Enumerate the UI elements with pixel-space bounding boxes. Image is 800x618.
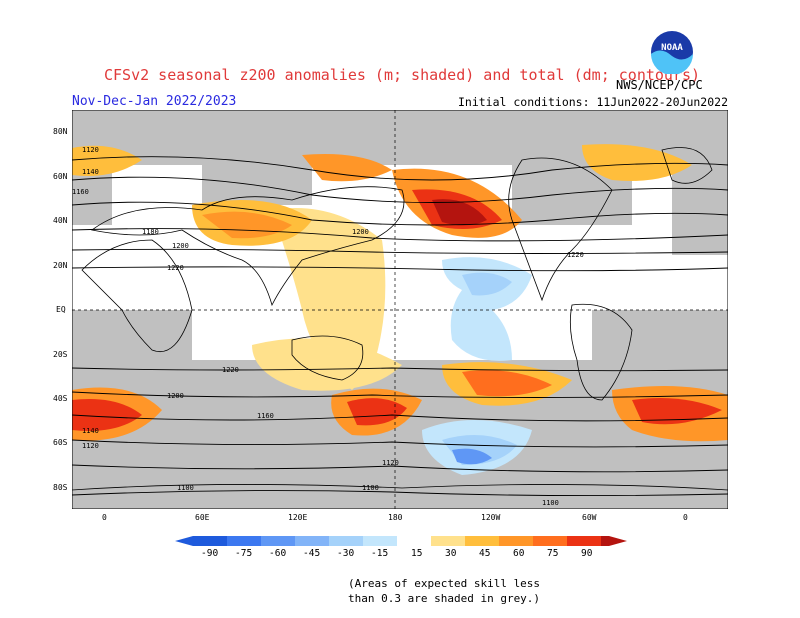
colorbar-label: 60 (513, 548, 525, 559)
z200-anomaly-map: 1120 1140 1160 1180 1200 1220 1200 1220 … (72, 110, 728, 509)
contour-label-1120c: 1120 (82, 442, 99, 450)
contour-label-1200b: 1200 (352, 228, 369, 236)
contour-label-1140: 1140 (82, 168, 99, 176)
colorbar-label: -15 (371, 548, 389, 559)
contour-label-1160c: 1160 (257, 412, 274, 420)
contour-label-1120: 1120 (82, 146, 99, 154)
contour-label-1120d: 1120 (382, 459, 399, 467)
footnote-line: (Areas of expected skill less (348, 577, 541, 590)
noaa-logo-icon: NOAA (651, 31, 693, 74)
lon-label-120w: 120W (481, 513, 501, 522)
contour-label-1100c: 1100 (542, 499, 559, 507)
height-contours (72, 156, 728, 497)
lat-label-60n: 60N (53, 172, 68, 181)
skill-mask (72, 110, 728, 509)
contour-label-1160: 1160 (72, 188, 89, 196)
colorbar-label: 15 (411, 548, 423, 559)
skill-footnote: (Areas of expected skill less than 0.3 a… (348, 576, 540, 606)
positive-anomalies (72, 144, 728, 442)
svg-text:NOAA: NOAA (661, 43, 683, 53)
contour-label-1220c: 1220 (222, 366, 239, 374)
lat-label-20s: 20S (53, 350, 68, 359)
footnote-line: than 0.3 are shaded in grey.) (348, 592, 541, 605)
contour-label-1220: 1220 (167, 264, 184, 272)
contour-labels: 1120 1140 1160 1180 1200 1220 1200 1220 … (72, 146, 584, 507)
colorbar-label: 90 (581, 548, 593, 559)
colorbar-label: 75 (547, 548, 559, 559)
map-title: CFSv2 seasonal z200 anomalies (m; shaded… (104, 66, 701, 84)
lat-label-80n: 80N (53, 127, 68, 136)
colorbar-label: -30 (337, 548, 355, 559)
colorbar (175, 536, 627, 546)
forecast-period: Nov-Dec-Jan 2022/2023 (72, 94, 237, 109)
contour-label-1200: 1200 (172, 242, 189, 250)
lat-label-eq: EQ (56, 305, 66, 314)
contour-label-1100: 1100 (177, 484, 194, 492)
lat-label-60s: 60S (53, 438, 68, 447)
negative-anomalies (422, 257, 532, 475)
colorbar-label: -75 (235, 548, 253, 559)
lon-label-60e: 60E (195, 513, 210, 522)
lon-label-0: 0 (102, 513, 107, 522)
contour-label-1140c: 1140 (82, 427, 99, 435)
colorbar-label: -60 (269, 548, 287, 559)
lon-label-120e: 120E (288, 513, 308, 522)
contour-label-1180: 1180 (142, 228, 159, 236)
contour-label-1200c: 1200 (167, 392, 184, 400)
lat-label-40n: 40N (53, 216, 68, 225)
colorbar-label: -90 (201, 548, 219, 559)
initial-conditions: Initial conditions: 11Jun2022-20Jun2022 (457, 95, 728, 109)
lat-label-40s: 40S (53, 394, 68, 403)
colorbar-label: 45 (479, 548, 491, 559)
lat-label-80s: 80S (53, 483, 68, 492)
agency-label: NWS/NCEP/CPC (616, 78, 703, 92)
lon-label-60w: 60W (582, 513, 597, 522)
lon-label-0-east: 0 (683, 513, 688, 522)
lat-label-20n: 20N (53, 261, 68, 270)
contour-label-1100b: 1100 (362, 484, 379, 492)
lon-label-180: 180 (388, 513, 403, 522)
contour-label-1220b: 1220 (567, 251, 584, 259)
colorbar-label: 30 (445, 548, 457, 559)
colorbar-label: -45 (303, 548, 321, 559)
